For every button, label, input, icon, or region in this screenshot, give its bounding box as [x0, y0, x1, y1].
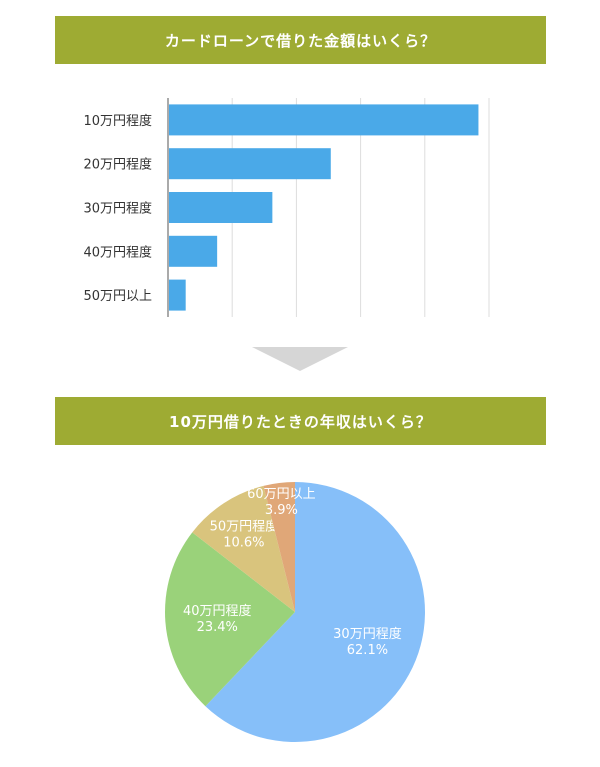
bar-chart-title: カードローンで借りた金額はいくら？ [164, 31, 437, 50]
bar-chart-title-banner: カードローンで借りた金額はいくら？ [55, 16, 546, 64]
slice-label: 50万円程度 [210, 519, 279, 535]
bar [169, 104, 479, 136]
category-label: 50万円以上 [83, 289, 152, 304]
pie-slice [165, 532, 295, 707]
bar [169, 192, 273, 223]
down-arrow-icon [252, 347, 348, 371]
slice-value-label: 23.4% [197, 620, 238, 635]
bar [169, 279, 186, 311]
category-label: 40万円程度 [83, 244, 152, 260]
pie-chart-title-banner: 10万円借りたときの年収はいくら？ [55, 397, 546, 445]
pie-slice [192, 485, 295, 612]
slice-value-label: 10.6% [223, 536, 264, 551]
slice-label: 30万円程度 [333, 626, 402, 642]
slice-label: 40万円程度 [183, 603, 252, 619]
pie-chart-title: 10万円借りたときの年収はいくら？ [169, 412, 432, 431]
slice-label: 60万円以上 [247, 487, 316, 502]
bar [169, 148, 331, 180]
bar-chart: 10万円程度 20万円程度 30万円程度 40万円程度 50万円以上 [83, 98, 490, 317]
category-label: 30万円程度 [83, 201, 152, 217]
slice-value-label: 3.9% [265, 503, 298, 518]
pie-slice [263, 482, 295, 612]
slice-value-label: 62.1% [347, 643, 388, 658]
pie-slice [205, 482, 425, 742]
category-label: 20万円程度 [83, 157, 152, 173]
category-label: 10万円程度 [83, 113, 152, 129]
bar [169, 235, 218, 267]
